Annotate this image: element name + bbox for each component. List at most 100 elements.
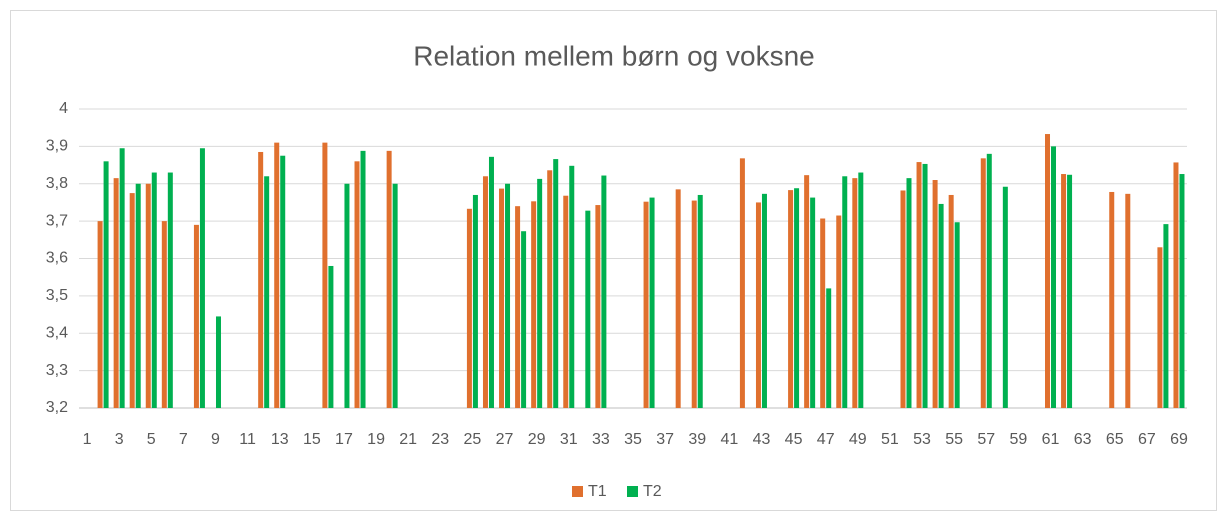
bar [755,202,761,408]
x-tick-label: 39 [688,431,706,448]
x-tick-label: 33 [592,431,610,448]
x-tick-label: 49 [849,431,867,448]
bar [215,316,221,408]
x-tick-label: 35 [624,431,642,448]
x-tick-label: 19 [367,431,385,448]
x-tick-label: 59 [1009,431,1027,448]
y-tick-label: 3,3 [46,362,68,379]
bar [900,190,906,408]
bar [1061,174,1067,408]
bar [852,178,858,408]
x-tick-label: 1 [83,431,92,448]
bar [328,265,334,408]
bar [986,153,992,408]
bar [691,200,697,408]
bar [280,155,286,408]
x-tick-label: 3 [115,431,124,448]
bar [794,188,800,408]
x-tick-label: 15 [303,431,321,448]
bar [199,148,205,408]
y-tick-label: 3,6 [46,250,68,267]
bar [842,176,848,408]
bar [515,206,521,408]
legend-label: T2 [643,483,662,500]
bar [761,193,767,408]
bar [585,210,591,408]
bar [482,176,488,408]
bar [97,221,103,408]
x-tick-label: 53 [913,431,931,448]
bar [537,178,543,408]
bar [151,172,157,408]
x-tick-label: 9 [211,431,220,448]
bar [1051,146,1057,408]
bar [1045,134,1051,408]
x-tick-label: 23 [431,431,449,448]
bar [916,162,922,408]
bar [697,194,703,408]
bar [322,142,328,408]
bar [804,175,810,408]
bar [906,178,912,408]
y-tick-label: 3,4 [46,324,68,341]
x-tick-label: 37 [656,431,674,448]
bar [788,190,794,408]
bar [386,150,392,409]
bar [569,165,575,408]
bar [948,194,954,408]
y-tick-label: 4 [59,100,68,117]
x-tick-label: 43 [753,431,771,448]
y-tick-label: 3,2 [46,399,68,416]
bar [1109,191,1115,408]
x-tick-label: 67 [1138,431,1156,448]
x-tick-label: 45 [785,431,803,448]
x-tick-label: 69 [1170,431,1188,448]
x-tick-label: 11 [239,431,256,448]
bar [505,183,511,408]
bar [836,215,842,408]
x-tick-label: 47 [817,431,835,448]
bar [820,218,826,408]
bar [167,172,173,408]
bar [649,197,655,408]
bar [103,161,109,408]
bar [547,170,553,408]
x-tick-label: 31 [560,431,578,448]
bar [601,175,607,408]
bar [675,189,681,408]
bar [1163,224,1169,408]
bar [1067,174,1073,408]
bar [1173,162,1179,408]
bar [193,224,199,408]
bar [826,288,832,408]
bar [1179,174,1185,408]
x-tick-label: 13 [271,431,289,448]
bar [499,188,505,408]
x-tick-label: 21 [399,431,417,448]
x-tick-label: 29 [528,431,546,448]
bar [643,201,649,408]
x-tick-label: 55 [945,431,963,448]
x-tick-label: 51 [881,431,899,448]
x-tick-label: 27 [496,431,514,448]
legend-swatch [627,486,638,497]
chart-title: Relation mellem børn og voksne [413,40,815,71]
bar [954,222,960,408]
x-tick-label: 5 [147,431,156,448]
bar [521,231,527,408]
bar [932,180,938,408]
bar [595,205,601,408]
bar [274,142,280,408]
bar [810,197,816,408]
chart-frame [10,10,1217,511]
x-tick-label: 25 [464,431,482,448]
bar [129,193,135,408]
y-tick-label: 3,8 [46,175,68,192]
bar [135,183,141,408]
y-tick-label: 3,5 [46,287,68,304]
bar [739,158,745,408]
x-tick-label: 57 [977,431,995,448]
x-tick-label: 41 [720,431,738,448]
legend-label: T1 [588,483,607,500]
